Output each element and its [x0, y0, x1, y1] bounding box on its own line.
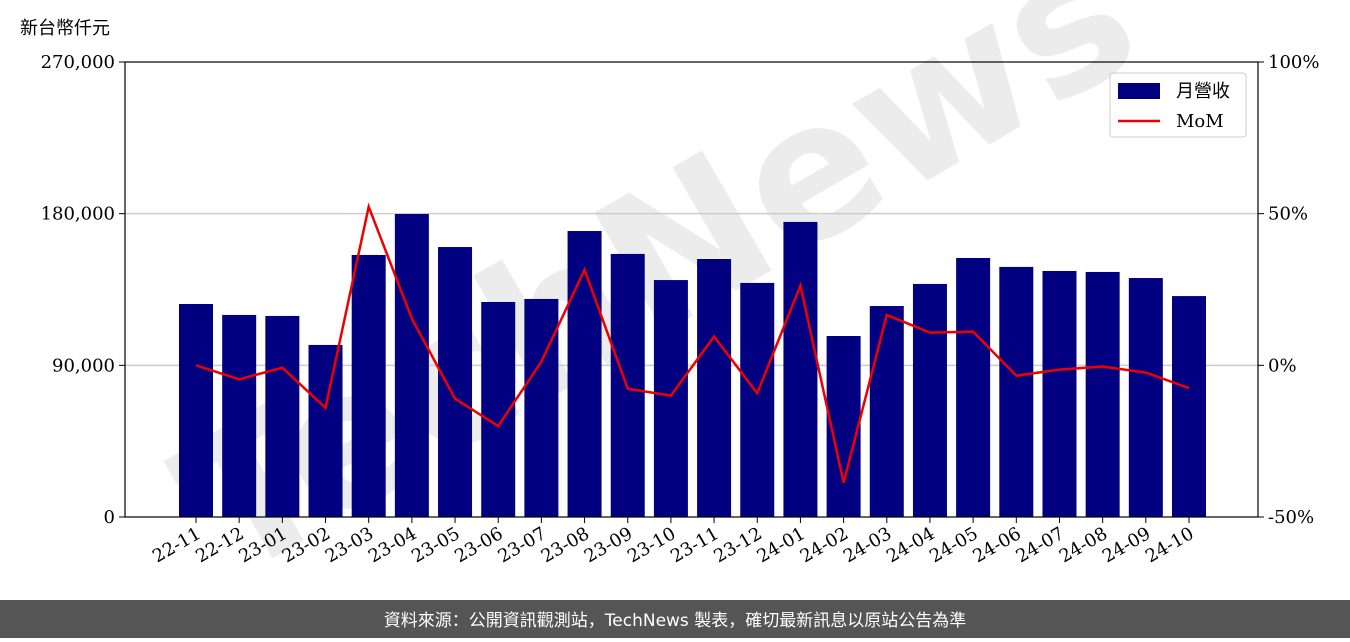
x-tick-label: 24-08	[1056, 523, 1111, 567]
bar	[351, 254, 386, 517]
x-tick-label: 24-10	[1142, 523, 1197, 567]
x-tick-label: 23-12	[710, 523, 765, 567]
x-tick-label: 22-11	[149, 523, 204, 567]
bar	[567, 231, 602, 517]
y-tick-label: 0	[104, 507, 115, 528]
y2-tick-label: 0%	[1268, 355, 1297, 376]
x-tick-label: 24-05	[926, 523, 981, 567]
plot-frame	[124, 61, 1259, 518]
footer: 資料來源：公開資訊觀測站，TechNews 製表，確切最新訊息以原站公告為準	[384, 611, 966, 631]
y2-tick-label: 100%	[1268, 52, 1319, 73]
y2-tick-label: -50%	[1268, 507, 1314, 528]
bar	[524, 298, 559, 517]
x-tick-label: 24-02	[797, 523, 852, 567]
bar	[1042, 270, 1077, 517]
y-axis-unit: 新台幣仟元	[20, 18, 110, 39]
x-tick-label: 23-07	[494, 523, 549, 567]
bar	[394, 214, 429, 517]
bar	[265, 315, 300, 517]
x-tick-label: 24-06	[969, 523, 1024, 567]
x-tick-label: 24-03	[840, 523, 895, 567]
x-tick-label: 23-09	[581, 523, 636, 567]
x-tick-label: 23-05	[408, 523, 463, 567]
y-tick-label: 270,000	[41, 52, 115, 73]
bar	[179, 303, 213, 517]
footer-bar	[0, 600, 1350, 638]
bar	[912, 283, 947, 517]
x-tick-label: 24-01	[753, 523, 808, 567]
bar	[956, 257, 991, 517]
x-tick-label: 23-06	[451, 523, 506, 567]
bar	[653, 280, 688, 517]
legend-label: 月營收	[1176, 81, 1230, 102]
bar	[697, 258, 732, 517]
x-tick-label: 24-04	[883, 523, 938, 567]
bar	[783, 221, 818, 517]
x-tick-label: 23-11	[667, 523, 722, 567]
x-tick-label: 23-10	[624, 523, 679, 567]
y-tick-label: 180,000	[41, 204, 115, 225]
legend-swatch	[1118, 83, 1160, 99]
bar	[1128, 278, 1163, 517]
bar	[1172, 296, 1206, 517]
legend-label: MoM	[1176, 111, 1224, 132]
y-tick-label: 90,000	[52, 355, 115, 376]
bar	[222, 314, 257, 517]
x-tick-label: 24-09	[1099, 523, 1154, 567]
line	[195, 202, 1190, 484]
bar	[438, 247, 473, 518]
y2-tick-label: 50%	[1268, 204, 1308, 225]
bar	[1085, 271, 1120, 517]
x-tick-label: 23-08	[538, 523, 593, 567]
bar	[308, 344, 343, 517]
bar	[869, 306, 904, 517]
bar	[740, 282, 775, 517]
x-tick-label: 24-07	[1013, 523, 1068, 567]
bar	[999, 266, 1034, 517]
